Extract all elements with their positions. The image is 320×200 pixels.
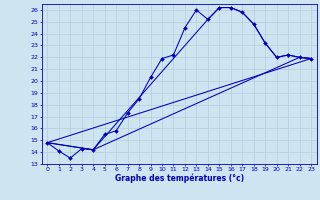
X-axis label: Graphe des températures (°c): Graphe des températures (°c) (115, 174, 244, 183)
